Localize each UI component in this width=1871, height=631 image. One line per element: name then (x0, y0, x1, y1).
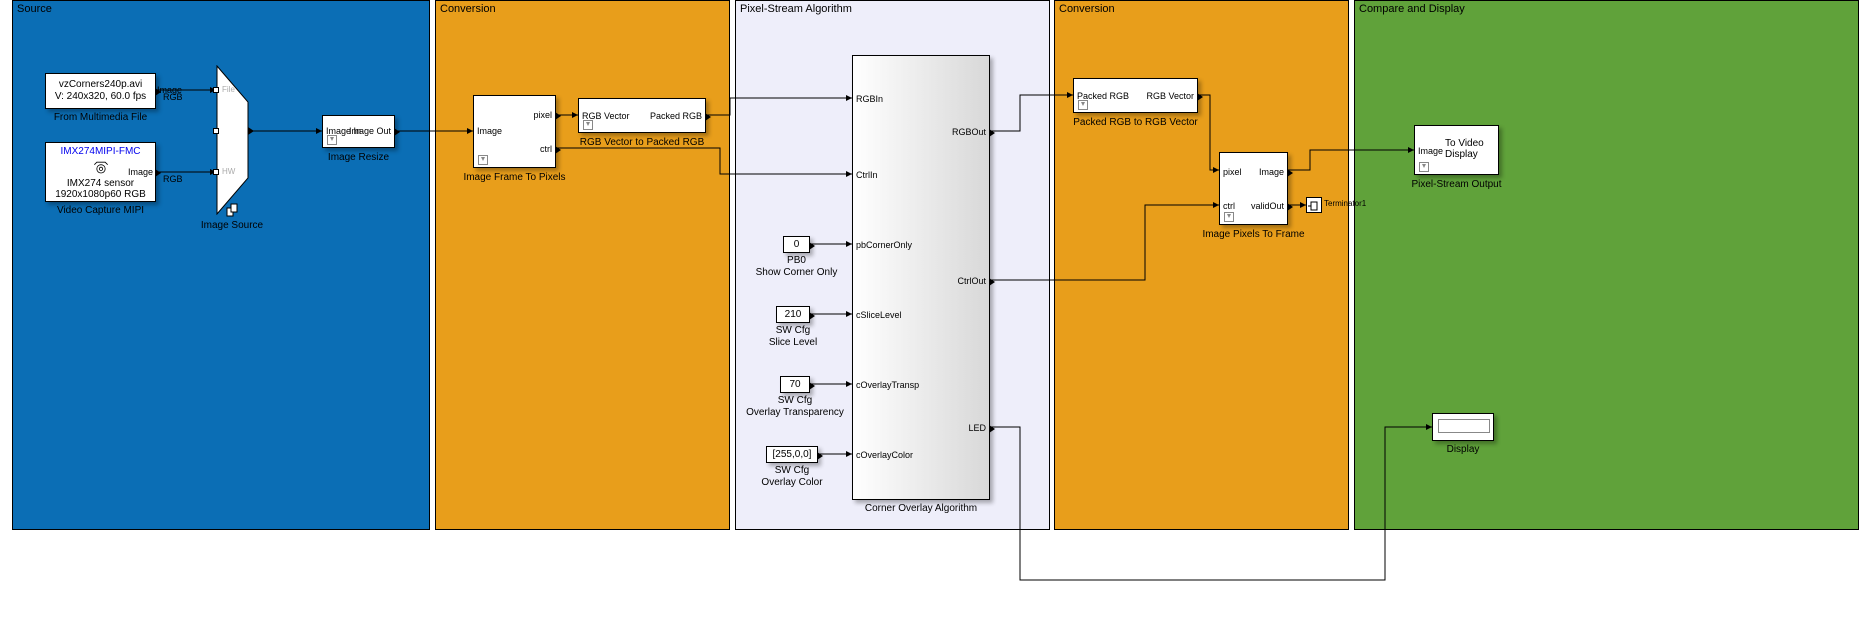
region-conv2-label: Conversion (1059, 3, 1115, 15)
r2p-caption: RGB Vector to Packed RGB (565, 137, 719, 148)
camera-icon (91, 161, 111, 175)
mm-file-caption: From Multimedia File (45, 112, 156, 123)
p2r-caption: Packed RGB to RGB Vector (1063, 117, 1208, 128)
pb0-lab1: PB0 (763, 255, 830, 266)
algo-out-led: LED (968, 423, 986, 433)
pixel-stream-output-block[interactable]: Image To Video Display (1414, 125, 1499, 175)
algo-out-rgb: RGBOut (952, 127, 986, 137)
subsystem-icon (583, 120, 593, 130)
display-caption: Display (1432, 444, 1494, 455)
from-multimedia-file-block[interactable]: vzCorners240p.avi V: 240x320, 60.0 fps I… (45, 73, 156, 109)
p2f-valid: validOut (1251, 201, 1284, 211)
frame-to-pixels-block[interactable]: Image pixel ctrl (473, 95, 556, 168)
transp-lab2: Overlay Transparency (740, 407, 850, 418)
terminator-caption: Terminator1 (1288, 199, 1358, 208)
capture-line1: IMX274 sensor (46, 178, 155, 189)
region-conv1: Conversion (435, 0, 730, 530)
const-slice-block[interactable]: 210 (776, 306, 810, 323)
subsystem-icon (1419, 162, 1429, 172)
rgb-to-packed-block[interactable]: RGB Vector Packed RGB (578, 98, 706, 133)
f2p-pixel: pixel (533, 110, 552, 120)
const-color-block[interactable]: [255,0,0] (766, 446, 818, 463)
region-source-label: Source (17, 3, 52, 15)
subsystem-icon (327, 135, 337, 145)
transp-lab1: SW Cfg (750, 395, 840, 406)
algo-in-transp: cOverlayTransp (856, 380, 919, 390)
region-conv1-label: Conversion (440, 3, 496, 15)
p2f-image: Image (1259, 167, 1284, 177)
f2p-caption: Image Frame To Pixels (453, 172, 576, 183)
algo-in-color: cOverlayColor (856, 450, 913, 460)
corner-overlay-block[interactable]: RGBIn CtrlIn pbCornerOnly cSliceLevel cO… (852, 55, 990, 500)
packed-to-rgb-block[interactable]: Packed RGB RGB Vector (1073, 78, 1198, 113)
f2p-in: Image (477, 126, 502, 136)
capture-link[interactable]: IMX274MIPI-FMC (46, 146, 155, 157)
image-resize-block[interactable]: Image In Image Out (322, 115, 395, 148)
algo-in-slice: cSliceLevel (856, 310, 902, 320)
capture-line2: 1920x1080p60 RGB (46, 189, 155, 200)
region-compare: Compare and Display (1354, 0, 1859, 530)
selector-hw-port: HW (222, 167, 235, 176)
model-ref-icon (226, 203, 240, 217)
pso-body: To Video Display (1445, 138, 1495, 160)
selector-caption: Image Source (196, 220, 268, 231)
color-lab1: SW Cfg (756, 465, 828, 476)
pso-in: Image (1418, 146, 1443, 156)
p2f-pixel: pixel (1223, 167, 1242, 177)
pixels-to-frame-block[interactable]: pixel ctrl Image validOut (1219, 152, 1288, 225)
pb0-val: 0 (784, 239, 809, 250)
video-capture-block[interactable]: IMX274MIPI-FMC IMX274 sensor 1920x1080p6… (45, 142, 156, 202)
r2p-out: Packed RGB (650, 111, 702, 121)
region-compare-label: Compare and Display (1359, 3, 1465, 15)
mm-file-line1: vzCorners240p.avi (46, 79, 155, 90)
f2p-ctrl: ctrl (540, 144, 552, 154)
subsystem-icon (1224, 212, 1234, 222)
display-block[interactable] (1432, 413, 1494, 441)
algo-in-ctrlin: CtrlIn (856, 170, 878, 180)
transp-val: 70 (781, 379, 809, 390)
pso-caption: Pixel-Stream Output (1404, 179, 1509, 190)
subsystem-icon (478, 155, 488, 165)
mm-file-line2: V: 240x320, 60.0 fps (46, 91, 155, 102)
algo-caption: Corner Overlay Algorithm (852, 503, 990, 514)
capture-caption: Video Capture MIPI (45, 205, 156, 216)
slice-lab2: Slice Level (756, 337, 830, 348)
algo-in-pb: pbCornerOnly (856, 240, 912, 250)
algo-in-rgbin: RGBIn (856, 94, 883, 104)
p2r-out: RGB Vector (1146, 91, 1194, 101)
p2f-ctrl: ctrl (1223, 201, 1235, 211)
capture-port: Image (128, 167, 153, 177)
pb0-lab2: Show Corner Only (743, 267, 850, 278)
region-algo-label: Pixel-Stream Algorithm (740, 3, 852, 15)
resize-caption: Image Resize (310, 152, 407, 163)
color-lab2: Overlay Color (746, 477, 838, 488)
const-transp-block[interactable]: 70 (780, 376, 810, 393)
const-pb0-block[interactable]: 0 (783, 236, 810, 253)
color-val: [255,0,0] (767, 449, 817, 460)
subsystem-icon (1078, 100, 1088, 110)
slice-lab1: SW Cfg (756, 325, 830, 336)
image-source-selector[interactable]: File HW (216, 65, 248, 215)
algo-out-ctrl: CtrlOut (957, 276, 986, 286)
selector-file-port: File (222, 85, 235, 94)
p2f-caption: Image Pixels To Frame (1199, 229, 1308, 240)
resize-out: Image Out (349, 126, 391, 136)
slice-val: 210 (777, 309, 809, 320)
